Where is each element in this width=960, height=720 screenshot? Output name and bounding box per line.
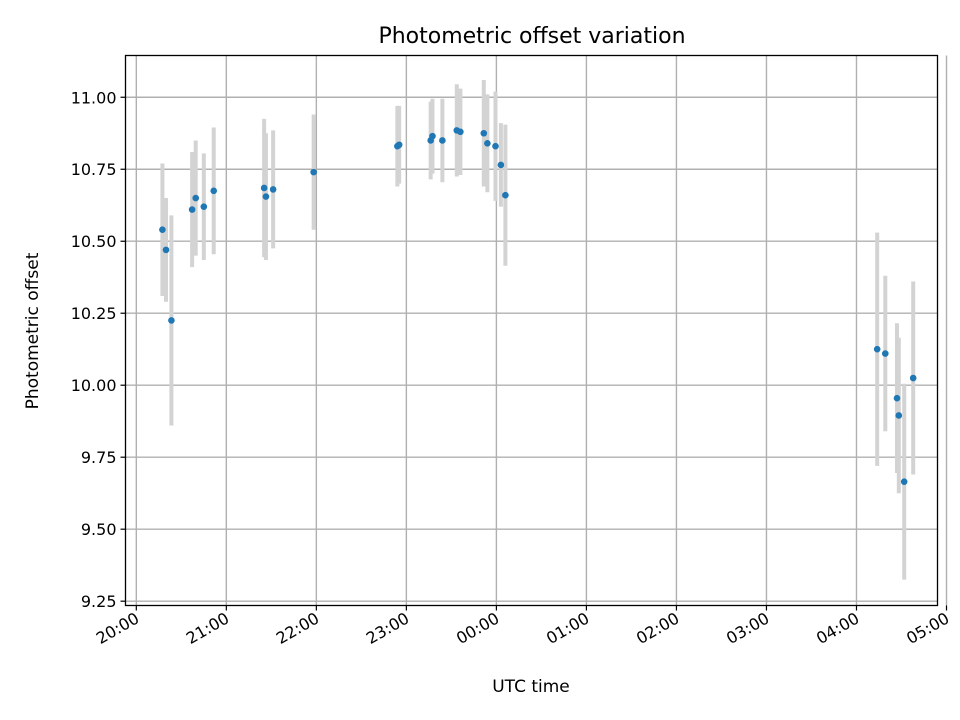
- data-point: [480, 129, 488, 137]
- plot-frame: [124, 54, 939, 607]
- y-tick-label: 10.75: [71, 160, 117, 179]
- chart-title: Photometric offset variation: [378, 24, 685, 49]
- data-point: [881, 350, 889, 357]
- x-tick-label: 01:00: [543, 609, 592, 649]
- x-tick-label: 05:00: [903, 609, 952, 649]
- x-axis-label: UTC time: [492, 677, 570, 697]
- data-point: [162, 246, 170, 254]
- data-point: [269, 186, 277, 193]
- x-tick-label: 04:00: [813, 609, 862, 649]
- data-point: [429, 132, 436, 140]
- point-layer: [159, 127, 917, 485]
- data-point: [895, 412, 903, 419]
- y-tick-label: 11.00: [71, 88, 117, 107]
- y-tick-label: 9.50: [81, 520, 117, 539]
- data-point: [200, 203, 208, 210]
- x-tick-label: 23:00: [363, 609, 412, 649]
- x-tick-label: 22:00: [273, 609, 322, 649]
- data-point: [900, 478, 908, 485]
- y-tick-label: 10.50: [71, 232, 117, 251]
- data-point: [395, 141, 403, 149]
- x-tick-label: 20:00: [93, 609, 142, 649]
- y-tick-label: 9.75: [81, 448, 117, 467]
- grid-layer: [125, 55, 948, 606]
- data-point: [262, 193, 270, 200]
- data-point: [210, 187, 218, 195]
- data-point: [457, 128, 464, 136]
- data-point: [873, 345, 881, 353]
- data-point: [484, 140, 491, 147]
- data-point: [168, 317, 175, 324]
- data-point: [439, 137, 446, 144]
- data-point: [502, 191, 509, 199]
- data-point: [909, 374, 917, 382]
- y-tick-label: 10.25: [71, 304, 117, 323]
- data-point: [497, 161, 505, 169]
- errorbar-layer: [160, 79, 916, 580]
- data-point: [893, 394, 901, 402]
- y-tick-label: 10.00: [71, 376, 117, 395]
- data-point: [192, 194, 200, 202]
- data-point: [188, 206, 196, 213]
- x-tick-label: 00:00: [453, 609, 502, 649]
- x-tick-label: 02:00: [633, 609, 682, 649]
- y-axis-label: Photometric offset: [23, 252, 43, 409]
- y-tick-label: 9.25: [81, 592, 117, 611]
- data-point: [310, 168, 317, 176]
- data-point: [260, 184, 268, 192]
- x-tick-label: 03:00: [723, 609, 772, 649]
- x-tick-label: 21:00: [183, 609, 232, 649]
- data-point: [159, 226, 166, 234]
- data-point: [492, 142, 499, 150]
